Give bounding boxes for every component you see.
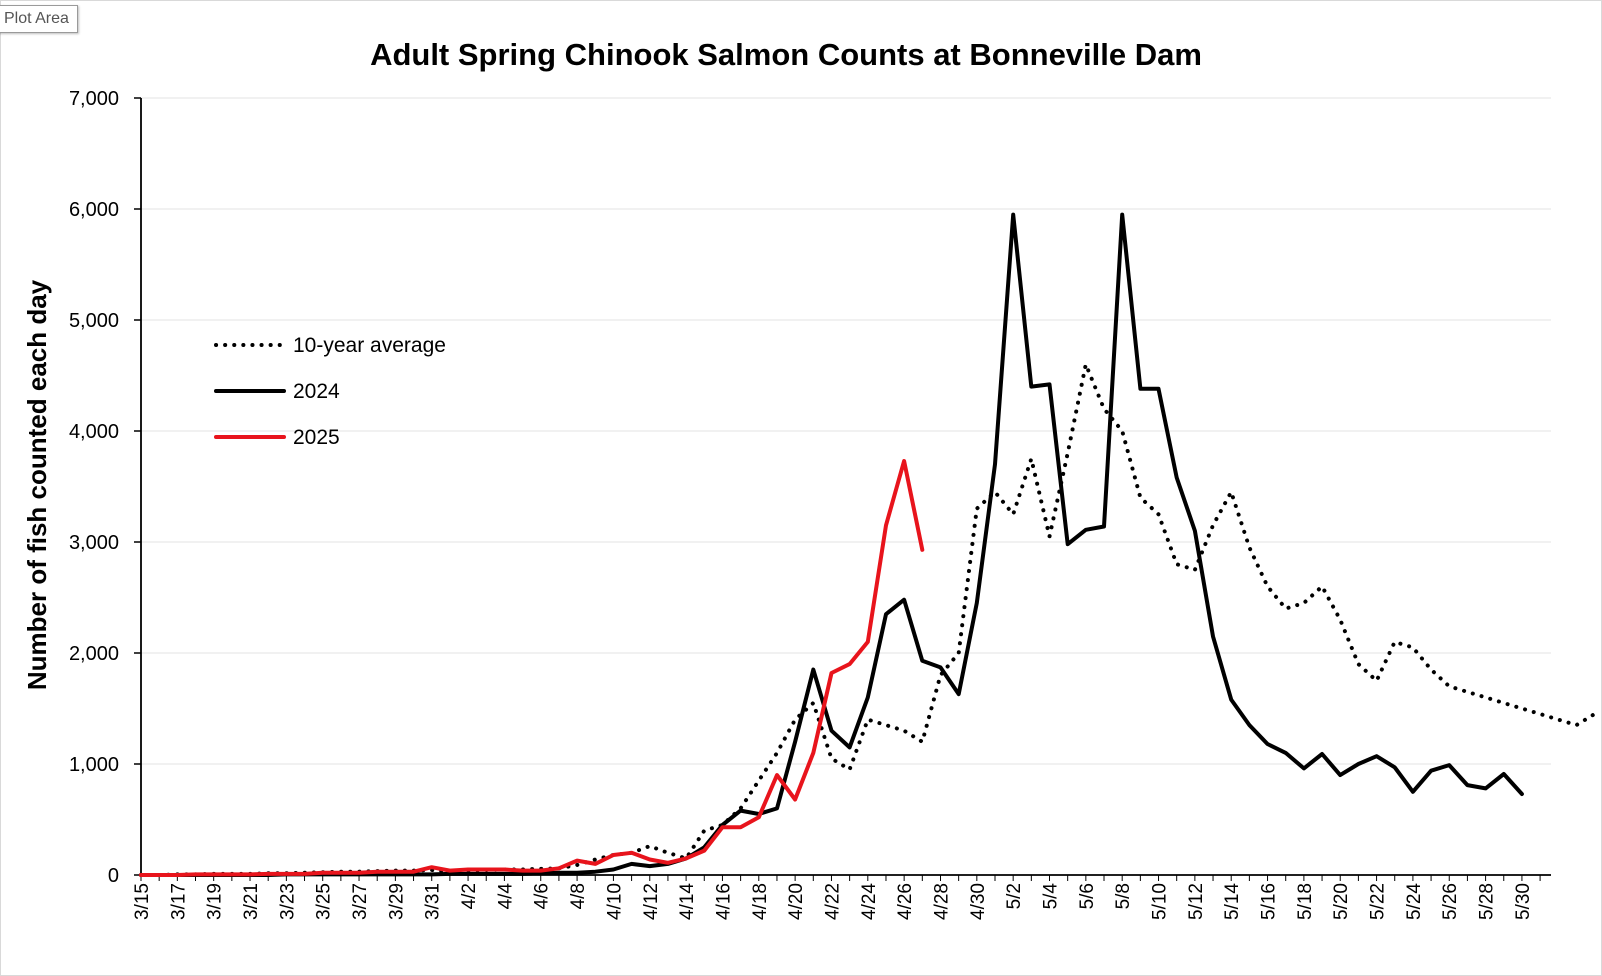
- x-tick-label: 4/4: [495, 883, 516, 910]
- x-tick-label: 4/26: [895, 883, 916, 920]
- x-tick-labels: 3/15 3/17 3/19 3/21 3/23 3/25 3/27 3/29 3/31 4/2 4…: [132, 883, 1534, 920]
- x-tick-label: 5/16: [1259, 883, 1280, 920]
- x-tick-label: 5/20: [1331, 883, 1352, 920]
- x-tick-label: 5/4: [1041, 883, 1062, 910]
- x-tick-label: 3/15: [132, 883, 153, 920]
- x-tick-label: 3/27: [350, 883, 371, 920]
- gridlines: [141, 97, 1551, 765]
- x-tick-label: 5/30: [1513, 883, 1534, 920]
- y-tick-label: 5,000: [69, 310, 119, 332]
- x-tick-label: 4/20: [786, 883, 807, 920]
- x-tick-label: 5/26: [1440, 883, 1461, 920]
- legend-label-2024: 2024: [293, 380, 340, 403]
- series-line-2025[interactable]: [139, 459, 925, 877]
- x-tick-label: 5/24: [1404, 883, 1425, 920]
- legend: 10-year average 2024 2025: [214, 334, 446, 449]
- x-tick-label: 3/25: [314, 883, 335, 920]
- x-tick-label: 4/10: [604, 883, 625, 920]
- x-tick-label: 4/24: [859, 883, 880, 920]
- x-tick-label: 4/6: [532, 883, 553, 909]
- series-line-2024[interactable]: [139, 212, 1524, 877]
- y-tick-label: 2,000: [69, 643, 119, 665]
- y-tick-label: 6,000: [69, 199, 119, 221]
- y-tick-labels: 0 1,000 2,000 3,000 4,000 5,000 6,000 7,000: [69, 88, 119, 887]
- y-tick-label: 3,000: [69, 532, 119, 554]
- plot-area-tooltip: Plot Area: [0, 5, 78, 33]
- y-tick-label: 1,000: [69, 754, 119, 776]
- x-tick-label: 5/14: [1222, 883, 1243, 920]
- x-tick-label: 3/31: [423, 883, 444, 920]
- x-tick-label: 3/23: [277, 883, 298, 920]
- x-tick-label: 5/28: [1477, 883, 1498, 920]
- x-tick-label: 3/29: [386, 883, 407, 920]
- x-tick-label: 4/22: [822, 883, 843, 920]
- y-axis-title: Number of fish counted each day: [22, 279, 52, 690]
- x-tick-label: 5/22: [1368, 883, 1389, 920]
- y-tick-label: 0: [108, 865, 119, 887]
- chart-title: Adult Spring Chinook Salmon Counts at Bo…: [370, 37, 1202, 72]
- legend-label-10-year-average: 10-year average: [293, 334, 446, 357]
- x-tick-label: 4/8: [568, 883, 589, 909]
- x-tick-label: 5/6: [1077, 883, 1098, 909]
- x-tick-label: 3/17: [168, 883, 189, 920]
- x-tick-label: 4/2: [459, 883, 480, 909]
- x-tick-label: 4/30: [968, 883, 989, 920]
- x-tick-label: 3/21: [241, 883, 262, 920]
- x-tick-label: 5/8: [1113, 883, 1134, 909]
- y-tick-label: 4,000: [69, 421, 119, 443]
- x-tick-label: 5/18: [1295, 883, 1316, 920]
- x-tick-label: 4/18: [750, 883, 771, 920]
- x-tick-label: 3/19: [205, 883, 226, 920]
- series-line-10-year-average[interactable]: [139, 362, 1597, 877]
- x-tick-label: 4/28: [931, 883, 952, 920]
- x-tick-label: 4/12: [641, 883, 662, 920]
- legend-label-2025: 2025: [293, 426, 340, 449]
- x-tick-label: 4/16: [713, 883, 734, 920]
- x-tick-label: 5/10: [1150, 883, 1171, 920]
- x-tick-label: 5/2: [1004, 883, 1025, 909]
- x-tick-label: 5/12: [1186, 883, 1207, 920]
- x-tick-label: 4/14: [677, 883, 698, 920]
- series-lines[interactable]: [139, 212, 1597, 877]
- y-tick-label: 7,000: [69, 88, 119, 110]
